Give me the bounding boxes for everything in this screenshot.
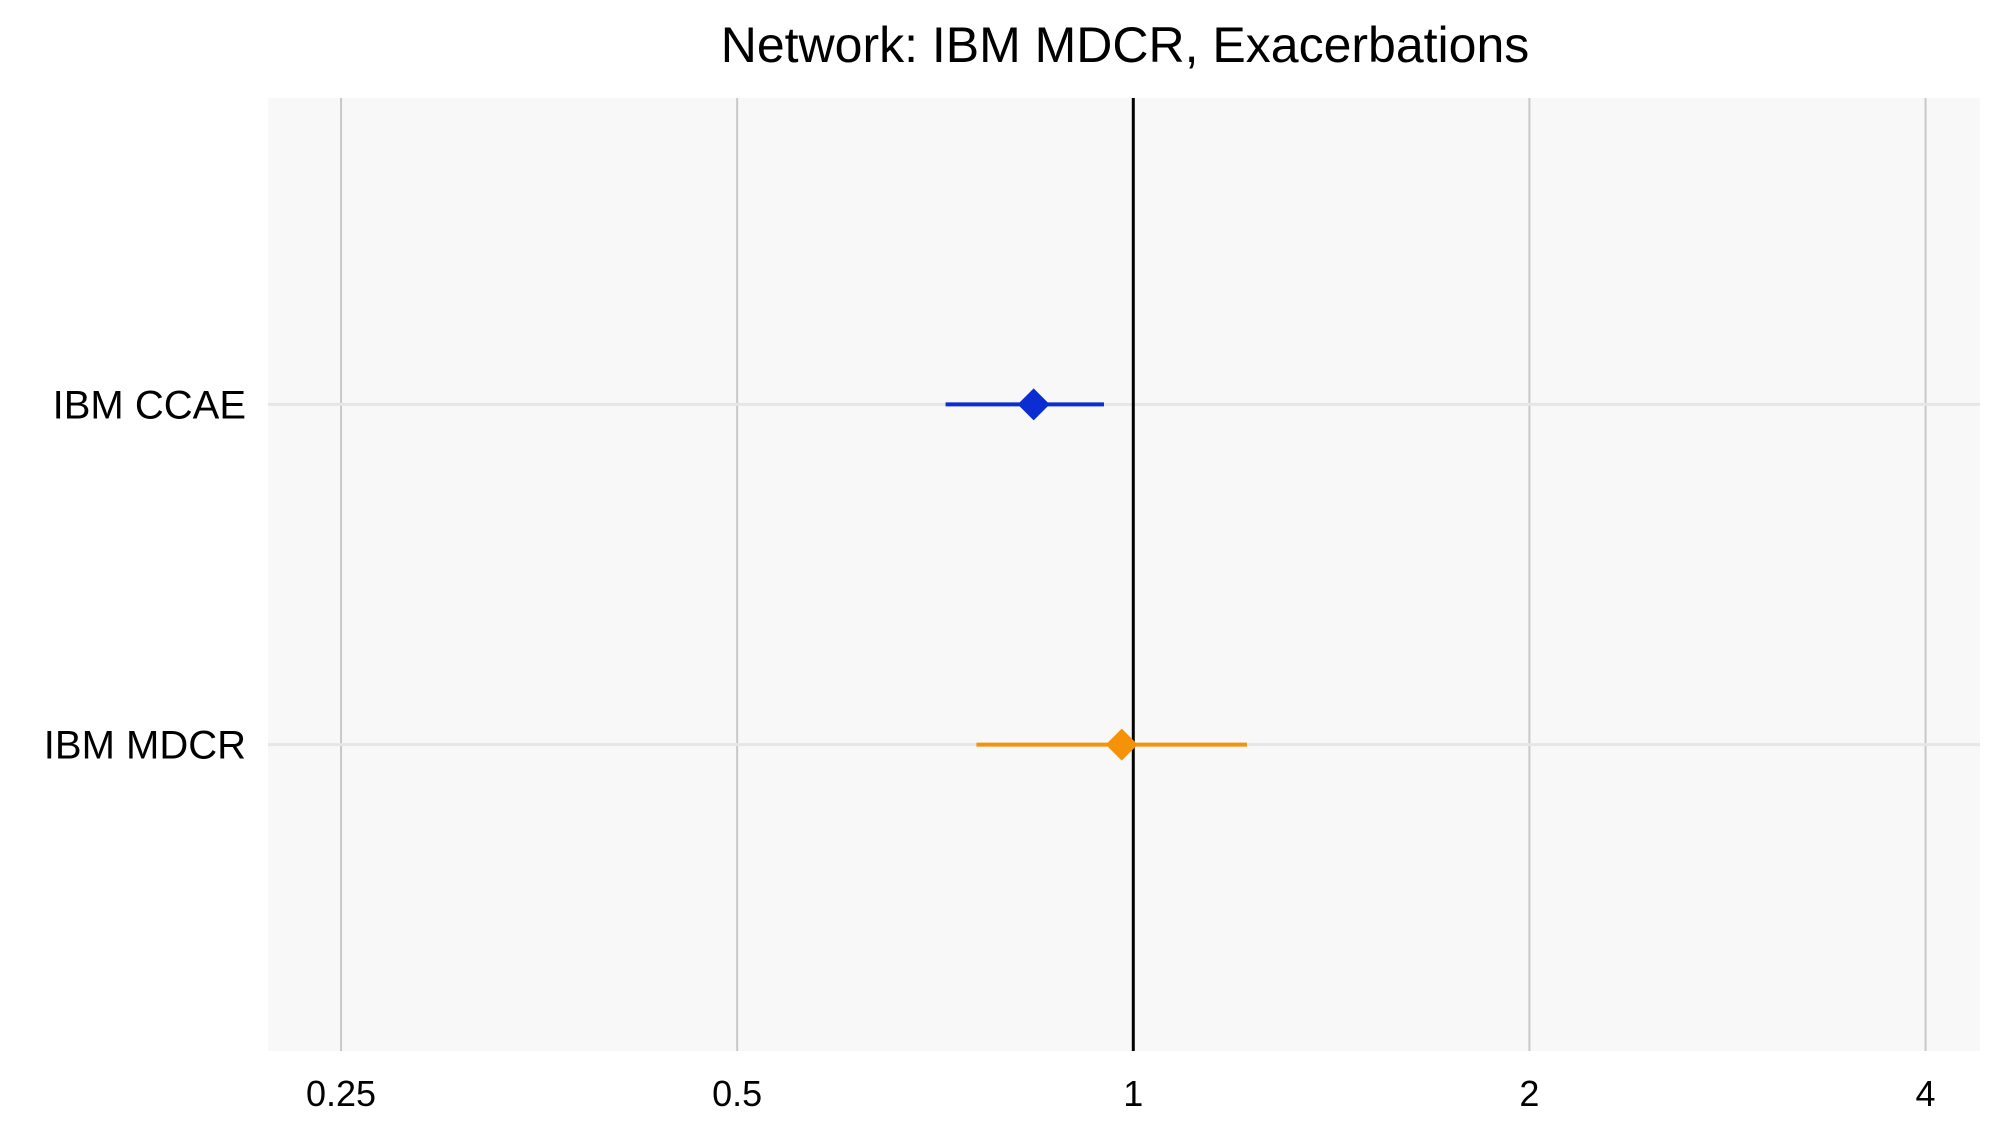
x-tick-label-4: 4 xyxy=(1916,1073,1936,1114)
data-rows: IBM CCAE IBM MDCR xyxy=(44,383,1247,768)
plot-panel xyxy=(268,98,1980,1051)
x-tick-label-0.5: 0.5 xyxy=(712,1073,762,1114)
row-label-ibm-ccae: IBM CCAE xyxy=(53,383,246,427)
point-estimate-ibm-ccae xyxy=(1017,388,1050,421)
x-tick-label-2: 2 xyxy=(1519,1073,1539,1114)
chart-title: Network: IBM MDCR, Exacerbations xyxy=(721,17,1530,73)
x-tick-label-1: 1 xyxy=(1123,1073,1143,1114)
point-estimate-ibm-mdcr xyxy=(1105,728,1138,761)
gridlines xyxy=(268,98,1980,1051)
x-tick-label-0.25: 0.25 xyxy=(306,1073,376,1114)
row-label-ibm-mdcr: IBM MDCR xyxy=(44,724,246,768)
x-axis-ticks: 0.25 0.5 1 2 4 xyxy=(306,1073,1936,1114)
